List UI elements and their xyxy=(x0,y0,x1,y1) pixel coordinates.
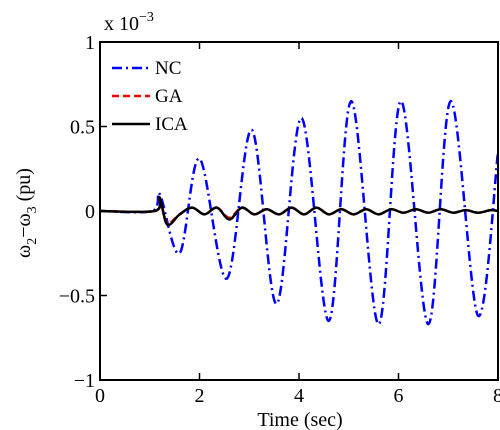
legend: NC GA ICA xyxy=(112,58,188,135)
legend-label-nc: NC xyxy=(155,58,181,79)
x-axis-label: Time (sec) xyxy=(257,409,342,430)
y-tick-label: 1 xyxy=(85,32,95,54)
x-tick-label: 4 xyxy=(294,385,304,407)
y-tick-label: 0.5 xyxy=(70,117,95,139)
y-multiplier-label: x 10−3 xyxy=(104,10,154,35)
series-line-nc xyxy=(99,99,500,326)
legend-label-ga: GA xyxy=(155,86,183,107)
x-tick-label: 2 xyxy=(195,385,205,407)
y-tick-label: −1 xyxy=(74,370,95,392)
x-tick-label: 0 xyxy=(95,385,105,407)
y-tick-label: 0 xyxy=(85,201,95,223)
series-line-ica xyxy=(99,196,499,227)
y-tick-label: −0.5 xyxy=(59,286,95,308)
x-tick-label: 6 xyxy=(394,385,404,407)
y-axis-label: ω2−ω3 (pu) xyxy=(13,168,40,258)
legend-label-ica: ICA xyxy=(155,114,188,135)
x-tick-label: 8 xyxy=(493,385,500,407)
